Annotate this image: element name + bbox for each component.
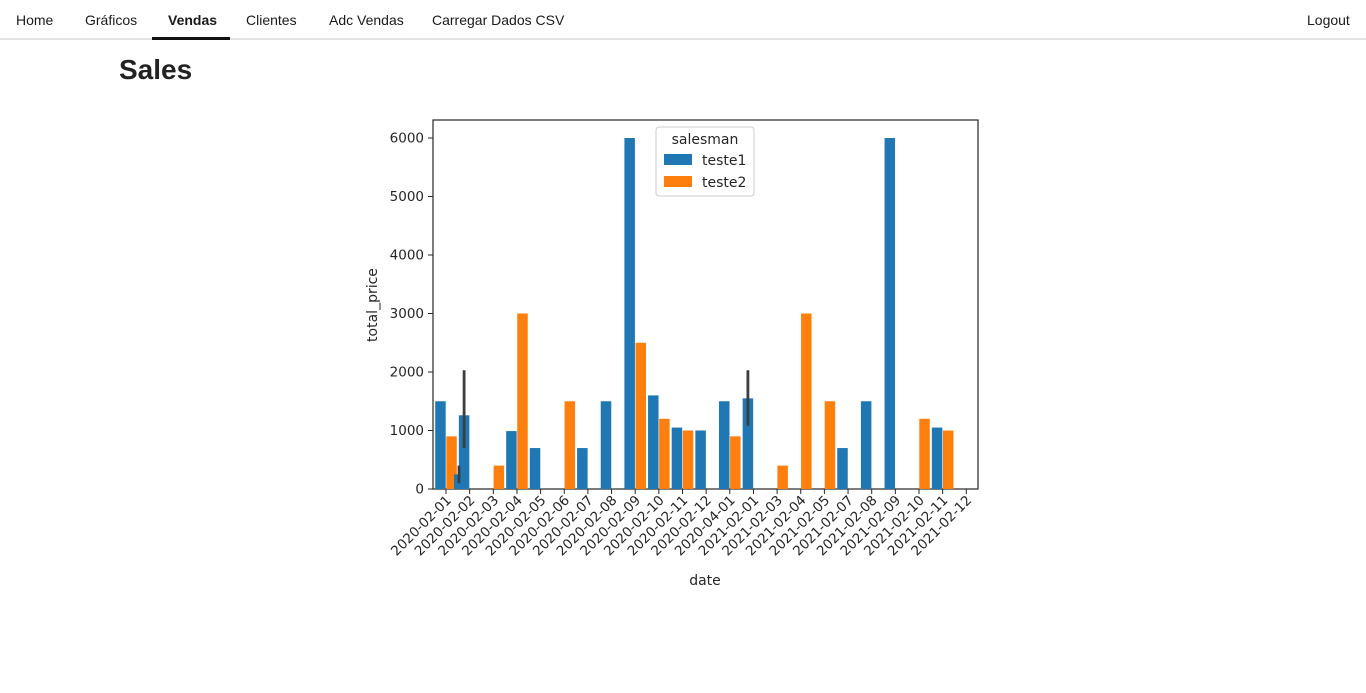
bar-teste2 [730, 436, 741, 489]
bar-teste1 [458, 415, 470, 489]
legend-swatch-teste2 [664, 176, 692, 187]
nav-home[interactable]: Home [16, 12, 54, 28]
bar-teste1 [931, 427, 943, 489]
bar-teste1 [600, 401, 612, 489]
bar-teste2 [564, 401, 576, 489]
bar-teste2 [446, 436, 457, 489]
bar-teste2 [493, 465, 505, 489]
bar-teste2 [824, 401, 836, 489]
x-axis-label: date [689, 573, 721, 589]
legend-swatch-teste1 [664, 154, 692, 165]
bar-teste1 [719, 401, 730, 489]
bar-teste2 [942, 430, 954, 489]
bar-teste1 [577, 448, 588, 489]
bar-teste1 [671, 427, 683, 489]
bar-teste1 [742, 398, 754, 489]
y-tick-label: 0 [415, 482, 424, 498]
bar-teste1 [506, 431, 517, 489]
nav-clientes[interactable]: Clientes [246, 12, 297, 28]
nav-graficos[interactable]: Gráficos [85, 12, 138, 28]
bar-teste1 [837, 448, 848, 489]
nav-carregar-dados-csv[interactable]: Carregar Dados CSV [432, 12, 565, 28]
page-title: Sales [119, 54, 193, 85]
bar-teste2 [919, 418, 930, 489]
bar-teste2 [777, 465, 788, 489]
active-tab-indicator [152, 37, 230, 40]
nav-vendas[interactable]: Vendas [168, 12, 218, 28]
legend-label-teste2: teste2 [702, 175, 746, 191]
y-tick-label: 6000 [390, 131, 424, 147]
y-tick-label: 3000 [390, 306, 424, 322]
legend-label-teste1: teste1 [702, 153, 746, 169]
bar-teste1 [529, 448, 541, 489]
legend-title: salesman [672, 132, 739, 148]
logout-link[interactable]: Logout [1307, 12, 1350, 28]
navbar: Home Gráficos Vendas Clientes Adc Vendas… [0, 0, 1366, 40]
bar-teste2 [517, 313, 528, 489]
nav-adc-vendas[interactable]: Adc Vendas [329, 12, 404, 28]
y-axis-label: total_price [365, 268, 381, 342]
bar-teste1 [648, 395, 659, 489]
y-tick-label: 2000 [390, 365, 424, 381]
bar-teste2 [635, 342, 646, 489]
bar-teste1 [860, 401, 872, 489]
bar-teste1 [884, 138, 896, 489]
bar-teste1 [435, 401, 446, 489]
y-tick-label: 1000 [390, 423, 424, 439]
y-tick-label: 5000 [390, 189, 424, 205]
bar-teste1 [695, 430, 706, 489]
bar-teste1 [624, 138, 635, 489]
bar-teste2 [659, 418, 670, 489]
bar-teste2 [801, 313, 812, 489]
bar-teste2 [682, 430, 694, 489]
y-tick-label: 4000 [390, 248, 424, 264]
